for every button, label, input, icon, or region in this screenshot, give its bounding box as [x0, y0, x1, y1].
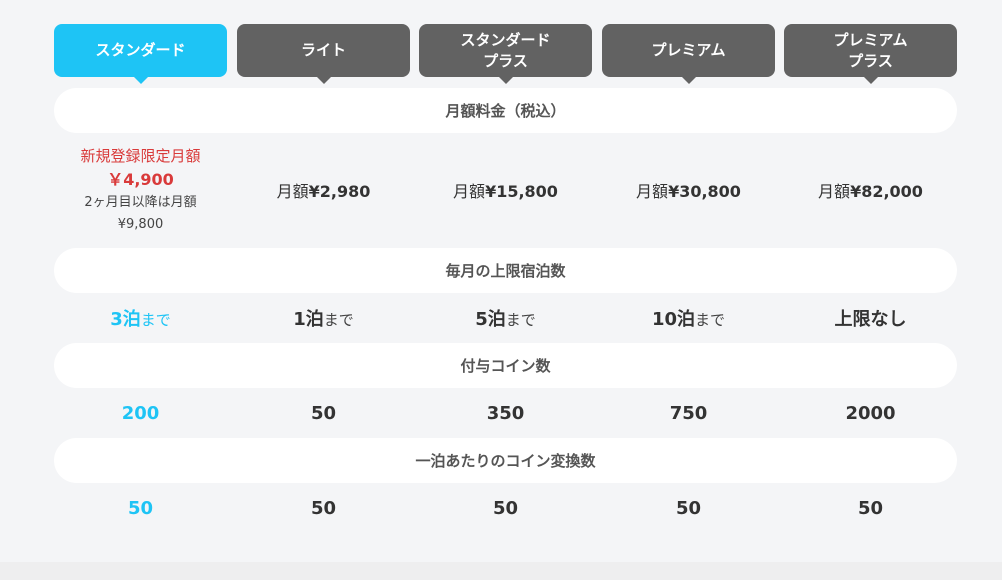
- price-value: ¥2,980: [308, 182, 371, 201]
- coins-value: 750: [669, 402, 708, 424]
- coins-cell-premium-plus: 2000: [784, 391, 957, 435]
- price-cell-light: 月額¥2,980: [237, 140, 410, 240]
- coins-value: 350: [486, 402, 525, 424]
- price-cell-standard: 新規登録限定月額 ￥4,900 2ヶ月目以降は月額 ¥9,800: [54, 140, 227, 240]
- price-prefix: 月額: [276, 182, 309, 201]
- price-cell-premium: 月額¥30,800: [602, 140, 775, 240]
- nights-suffix: まで: [695, 311, 726, 329]
- conversion-value: 50: [310, 497, 337, 519]
- nights-suffix: まで: [505, 311, 536, 329]
- tab-standard-plus-label: スタンダード プラス: [460, 30, 551, 70]
- tab-pointer-arrow: [863, 77, 878, 84]
- nights-value: 上限なし: [834, 309, 907, 330]
- after-price: ¥9,800: [117, 217, 164, 232]
- tab-pointer-arrow: [133, 77, 148, 84]
- tab-pointer-arrow: [498, 77, 513, 84]
- tab-premium-label: プレミアム: [651, 41, 726, 59]
- conversion-value: 50: [127, 497, 154, 519]
- tab-standard[interactable]: スタンダード: [54, 24, 227, 84]
- nights-value: 10泊: [651, 309, 696, 330]
- tab-light[interactable]: ライト: [237, 24, 410, 84]
- nights-value: 5泊: [475, 309, 506, 330]
- conversion-value: 50: [857, 497, 884, 519]
- coins-cell-standard-plus: 350: [419, 391, 592, 435]
- nights-cell-standard: 3泊まで: [54, 296, 227, 340]
- coins-cell-light: 50: [237, 391, 410, 435]
- nights-value: 1泊: [293, 309, 324, 330]
- section-header-nights: 毎月の上限宿泊数: [54, 248, 957, 293]
- price-prefix: 月額: [818, 182, 851, 201]
- bottom-strip: [0, 562, 1002, 580]
- coins-cell-premium: 750: [602, 391, 775, 435]
- price-value: ¥82,000: [850, 182, 923, 201]
- section-header-coins: 付与コイン数: [54, 343, 957, 388]
- conversion-cell-premium-plus: 50: [784, 486, 957, 530]
- nights-cell-standard-plus: 5泊まで: [419, 296, 592, 340]
- price-value: ¥30,800: [668, 182, 741, 201]
- conversion-value: 50: [492, 497, 519, 519]
- after-label: 2ヶ月目以降は月額: [84, 195, 197, 210]
- conversion-cell-standard: 50: [54, 486, 227, 530]
- coins-row: 200 50 350 750 2000: [54, 391, 957, 435]
- nights-suffix: まで: [140, 311, 171, 329]
- plan-tabs: スタンダード ライト スタンダード プラス プレミアム プレミアム プラス: [54, 24, 957, 84]
- tab-standard-label: スタンダード: [95, 41, 186, 59]
- price-value: ¥15,800: [485, 182, 558, 201]
- price-row: 新規登録限定月額 ￥4,900 2ヶ月目以降は月額 ¥9,800 月額¥2,98…: [54, 140, 957, 240]
- tab-premium-plus-label: プレミアム プラス: [833, 30, 908, 70]
- nights-cell-premium: 10泊まで: [602, 296, 775, 340]
- nights-value: 3泊: [110, 309, 141, 330]
- tab-premium[interactable]: プレミアム: [602, 24, 775, 84]
- conversion-cell-light: 50: [237, 486, 410, 530]
- coins-value: 50: [310, 402, 337, 424]
- promo-label: 新規登録限定月額: [80, 147, 201, 165]
- price-cell-premium-plus: 月額¥82,000: [784, 140, 957, 240]
- tab-pointer-arrow: [316, 77, 331, 84]
- tab-standard-plus[interactable]: スタンダード プラス: [419, 24, 592, 84]
- nights-cell-premium-plus: 上限なし: [784, 296, 957, 340]
- section-header-price: 月額料金（税込）: [54, 88, 957, 133]
- section-header-conversion: 一泊あたりのコイン変換数: [54, 438, 957, 483]
- tab-premium-plus[interactable]: プレミアム プラス: [784, 24, 957, 84]
- coins-cell-standard: 200: [54, 391, 227, 435]
- promo-price: ￥4,900: [107, 170, 174, 189]
- conversion-row: 50 50 50 50 50: [54, 486, 957, 530]
- tab-light-label: ライト: [300, 41, 346, 59]
- price-prefix: 月額: [453, 182, 486, 201]
- price-prefix: 月額: [636, 182, 669, 201]
- price-cell-standard-plus: 月額¥15,800: [419, 140, 592, 240]
- conversion-cell-premium: 50: [602, 486, 775, 530]
- nights-suffix: まで: [323, 311, 354, 329]
- coins-value: 2000: [845, 402, 896, 424]
- coins-value: 200: [121, 402, 160, 424]
- nights-cell-light: 1泊まで: [237, 296, 410, 340]
- tab-pointer-arrow: [681, 77, 696, 84]
- nights-row: 3泊まで 1泊まで 5泊まで 10泊まで 上限なし: [54, 296, 957, 340]
- conversion-cell-standard-plus: 50: [419, 486, 592, 530]
- conversion-value: 50: [675, 497, 702, 519]
